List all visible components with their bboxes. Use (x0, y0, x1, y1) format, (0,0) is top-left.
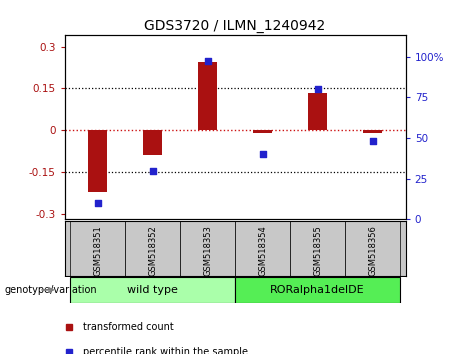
Text: transformed count: transformed count (83, 322, 174, 332)
Text: GSM518352: GSM518352 (148, 225, 157, 276)
Bar (345, 221, 400, 276)
Bar (253, 130, 272, 133)
Text: GSM518351: GSM518351 (93, 225, 102, 276)
Text: percentile rank within the sample: percentile rank within the sample (83, 347, 248, 354)
Text: GSM518354: GSM518354 (258, 225, 267, 276)
Bar (235, 221, 290, 276)
Text: genotype/variation: genotype/variation (5, 285, 97, 295)
Text: GSM518356: GSM518356 (368, 225, 377, 276)
Point (259, 152, 266, 157)
Text: wild type: wild type (127, 285, 178, 295)
Bar (290, 221, 345, 276)
Point (314, 86, 321, 92)
Bar (70, 221, 125, 276)
Point (149, 168, 156, 173)
Text: RORalpha1delDE: RORalpha1delDE (270, 285, 365, 295)
Point (94, 200, 101, 206)
Bar (70, 277, 235, 303)
Bar (88, 130, 107, 192)
Bar (235, 277, 400, 303)
Bar (180, 221, 235, 276)
Text: GSM518355: GSM518355 (313, 225, 322, 276)
Point (369, 138, 376, 144)
Text: GSM518353: GSM518353 (203, 225, 212, 276)
Bar (308, 93, 327, 130)
Title: GDS3720 / ILMN_1240942: GDS3720 / ILMN_1240942 (144, 19, 326, 33)
Point (204, 59, 211, 64)
Bar (125, 221, 180, 276)
Bar (143, 130, 162, 155)
Bar (363, 130, 382, 133)
Bar (198, 62, 217, 130)
